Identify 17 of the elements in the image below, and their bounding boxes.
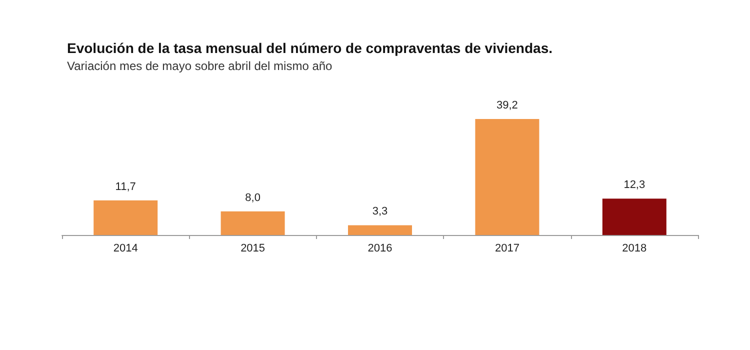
bar <box>220 211 285 235</box>
x-tick-label: 2017 <box>494 242 520 254</box>
bar <box>94 200 158 235</box>
data-label: 11,7 <box>115 180 136 193</box>
chart-title: Evolución de la tasa mensual del número de compraventas de viviendas. <box>67 40 553 56</box>
x-tick-label: 2014 <box>113 242 138 254</box>
bar <box>602 198 666 235</box>
data-label: 3,3 <box>372 206 388 218</box>
data-label: 8,0 <box>245 192 260 204</box>
x-tick-label: 2018 <box>622 242 647 254</box>
data-label: 39,2 <box>496 100 518 112</box>
data-label: 12,3 <box>624 179 646 192</box>
bar <box>348 225 412 235</box>
bar <box>475 119 540 235</box>
chart-subtitle: Variación mes de mayo sobre abril del mismo año <box>67 59 333 73</box>
x-tick-label: 2015 <box>240 242 266 254</box>
x-tick-label: 2016 <box>368 242 392 254</box>
